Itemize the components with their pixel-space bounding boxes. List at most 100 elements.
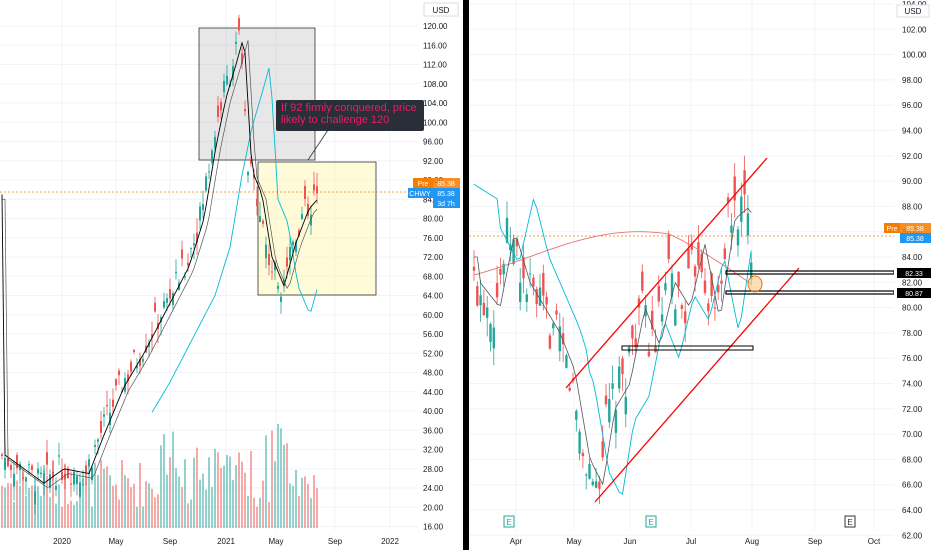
- right-time-label: Sep: [808, 537, 823, 546]
- volume-bar: [223, 465, 225, 528]
- volume-bar: [211, 487, 213, 528]
- left-symbol-label: CHWY: [409, 191, 431, 198]
- candle-body: [136, 365, 138, 369]
- top-range-box[interactable]: [198, 27, 316, 161]
- volume-bar: [64, 464, 66, 528]
- candle-body: [641, 271, 644, 291]
- right-currency-label: USD: [905, 7, 922, 16]
- candle-body: [286, 257, 288, 267]
- volume-bar: [10, 483, 12, 528]
- candle-body: [205, 176, 207, 191]
- right-price-tick: 74.00: [902, 380, 923, 389]
- candle-body: [55, 485, 57, 490]
- right-price-tick: 62.00: [902, 531, 923, 540]
- right-chart-panel[interactable]: 104.00102.00100.0098.0096.0094.0092.0090…: [469, 0, 932, 550]
- candle-body: [548, 335, 552, 349]
- right-time-axis-labels: Apr May Jun Jul Aug Sep Oct: [510, 537, 881, 546]
- left-symbol-badge: [408, 188, 433, 198]
- candle-body: [555, 310, 558, 315]
- candle-body: [292, 241, 294, 246]
- left-currency-label: USD: [433, 6, 450, 15]
- volume-bar: [130, 487, 132, 528]
- volume-bar: [4, 487, 6, 528]
- candle-body: [115, 379, 117, 386]
- candle-body: [31, 465, 33, 470]
- right-price-tick: 90.00: [902, 177, 923, 186]
- volume-bar: [100, 459, 102, 528]
- volume-bar: [94, 462, 96, 528]
- volume-bar: [256, 506, 258, 528]
- candle-body: [591, 481, 594, 485]
- earnings-marker[interactable]: [645, 515, 657, 528]
- volume-bar: [316, 488, 318, 528]
- earnings-marker[interactable]: [503, 515, 515, 528]
- right-pre-badge: [884, 223, 900, 233]
- left-symbol-value: 85.38: [437, 191, 455, 198]
- left-countdown: 3d 7h: [437, 201, 455, 208]
- candle-body: [726, 197, 730, 203]
- right-chart-svg[interactable]: 104.00102.00100.0098.0096.0094.0092.0090…: [469, 0, 932, 550]
- left-time-label: 2020: [53, 537, 71, 546]
- candle-body: [196, 232, 198, 243]
- candle-body: [217, 105, 219, 117]
- left-price-tick: 80.00: [423, 215, 444, 224]
- right-price-tick: 100.00: [902, 51, 927, 60]
- left-chart-panel[interactable]: 120.00 116.00 112.00 108.00 104.00 100.00 96.0…: [0, 0, 463, 550]
- left-time-axis-labels: 2020 May Sep 2021 May Sep 2022: [53, 537, 399, 546]
- left-price-tick: 20.00: [423, 503, 444, 512]
- annotation-pointer: [307, 129, 329, 161]
- left-price-tick: 60.00: [423, 311, 444, 320]
- left-fast-ma-line: [1, 41, 318, 484]
- volume-bar: [196, 447, 198, 528]
- volume-bar: [292, 485, 294, 528]
- left-price-tick: 48.00: [423, 369, 444, 378]
- candle-body: [489, 324, 492, 342]
- candle-body: [175, 271, 177, 274]
- volume-bar: [58, 484, 60, 528]
- candle-body: [97, 439, 99, 442]
- right-price-tick: 76.00: [902, 354, 923, 363]
- support-zone-box[interactable]: [621, 345, 754, 351]
- candle-body: [565, 355, 568, 368]
- candle-body: [561, 333, 565, 345]
- left-price-axis[interactable]: [418, 0, 463, 550]
- candle-body: [644, 305, 647, 317]
- left-time-label: 2022: [381, 537, 399, 546]
- left-price-tick: 96.00: [423, 138, 444, 147]
- volume-bar: [73, 504, 75, 528]
- left-pre-badge: [413, 178, 433, 188]
- candle-body: [100, 420, 102, 433]
- volume-bar: [22, 469, 24, 528]
- candle-body: [515, 239, 519, 247]
- candle-body: [743, 170, 746, 195]
- right-price-tick: 98.00: [902, 76, 923, 85]
- volume-bar: [268, 502, 270, 528]
- left-chart-svg[interactable]: 120.00 116.00 112.00 108.00 104.00 100.00 96.0…: [0, 0, 463, 550]
- left-price-tick: 64.00: [423, 292, 444, 301]
- candle-body: [538, 287, 542, 306]
- panel-divider[interactable]: [463, 0, 469, 550]
- candle-body: [283, 279, 285, 285]
- left-price-tick: 44.00: [423, 388, 444, 397]
- volume-bar: [274, 461, 276, 528]
- candle-body: [10, 464, 12, 470]
- candle-body: [313, 184, 315, 191]
- left-volume-bars: [1, 423, 318, 528]
- candle-body: [52, 471, 54, 477]
- candle-body: [202, 204, 204, 211]
- annotation-callout[interactable]: If 92 firmly conquered, price likely to …: [276, 100, 424, 131]
- candle-body: [664, 283, 667, 291]
- right-price-tick: 78.00: [902, 329, 923, 338]
- channel-upper-line[interactable]: [565, 157, 768, 389]
- earnings-marker[interactable]: [844, 515, 856, 528]
- candle-body: [697, 242, 700, 266]
- left-pre-value: 85.38: [437, 181, 455, 188]
- candle-body: [103, 414, 105, 417]
- volume-bar: [193, 457, 195, 528]
- retest-circle[interactable]: [747, 275, 763, 293]
- volume-bar: [310, 498, 312, 528]
- candle-body: [271, 271, 273, 273]
- channel-lower-line[interactable]: [594, 267, 800, 503]
- left-price-tick: 32.00: [423, 446, 444, 455]
